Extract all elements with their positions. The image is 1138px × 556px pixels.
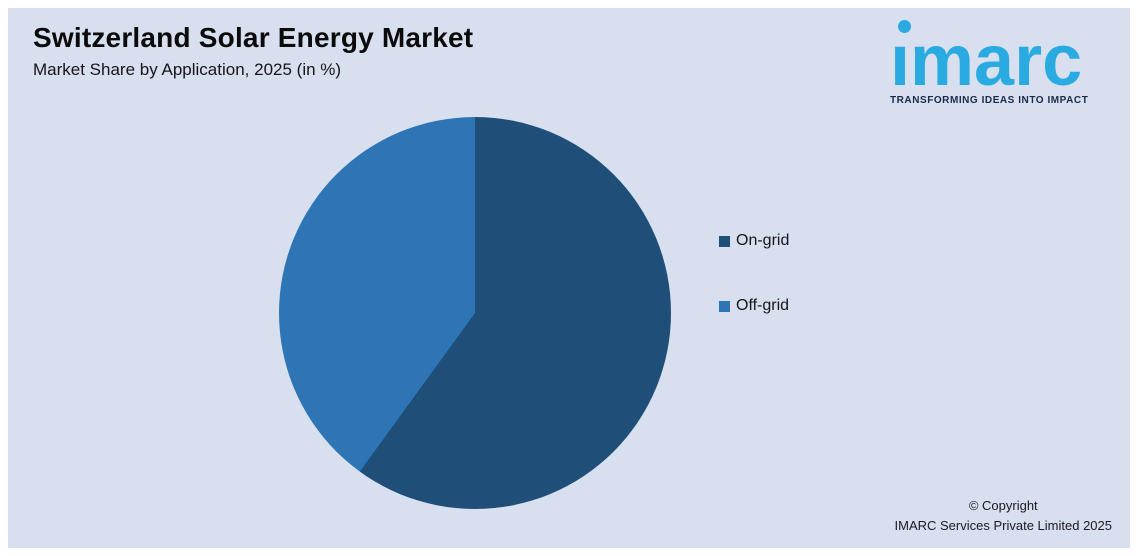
copyright-line2: IMARC Services Private Limited 2025 [894,517,1112,533]
imarc-logo-brand: ımarc [890,21,1083,101]
legend-marker-on-grid [719,235,730,247]
copyright-line1: © Copyright [968,497,1038,513]
legend-marker-off-grid [719,300,730,312]
imarc-logo: ımarc TRANSFORMING IDEAS INTO IMPACT [890,12,1116,106]
legend-item-on-grid: On-grid [719,232,789,250]
page-subtitle: Market Share by Application, 2025 (in %) [33,60,342,79]
legend-label-off-grid: Off-grid [736,297,790,314]
page-title: Switzerland Solar Energy Market [33,22,474,53]
imarc-logo-dot-icon [898,20,911,33]
chart-panel: Switzerland Solar Energy Market Market S… [8,8,1130,548]
legend-item-off-grid: Off-grid [719,297,789,315]
legend-label-on-grid: On-grid [736,232,790,249]
pie-chart [279,117,671,509]
imarc-logo-tagline: TRANSFORMING IDEAS INTO IMPACT [890,95,1089,107]
chart-legend: On-grid Off-grid [719,232,789,315]
copyright-notice: © Copyright IMARC Services Private Limit… [895,496,1112,536]
